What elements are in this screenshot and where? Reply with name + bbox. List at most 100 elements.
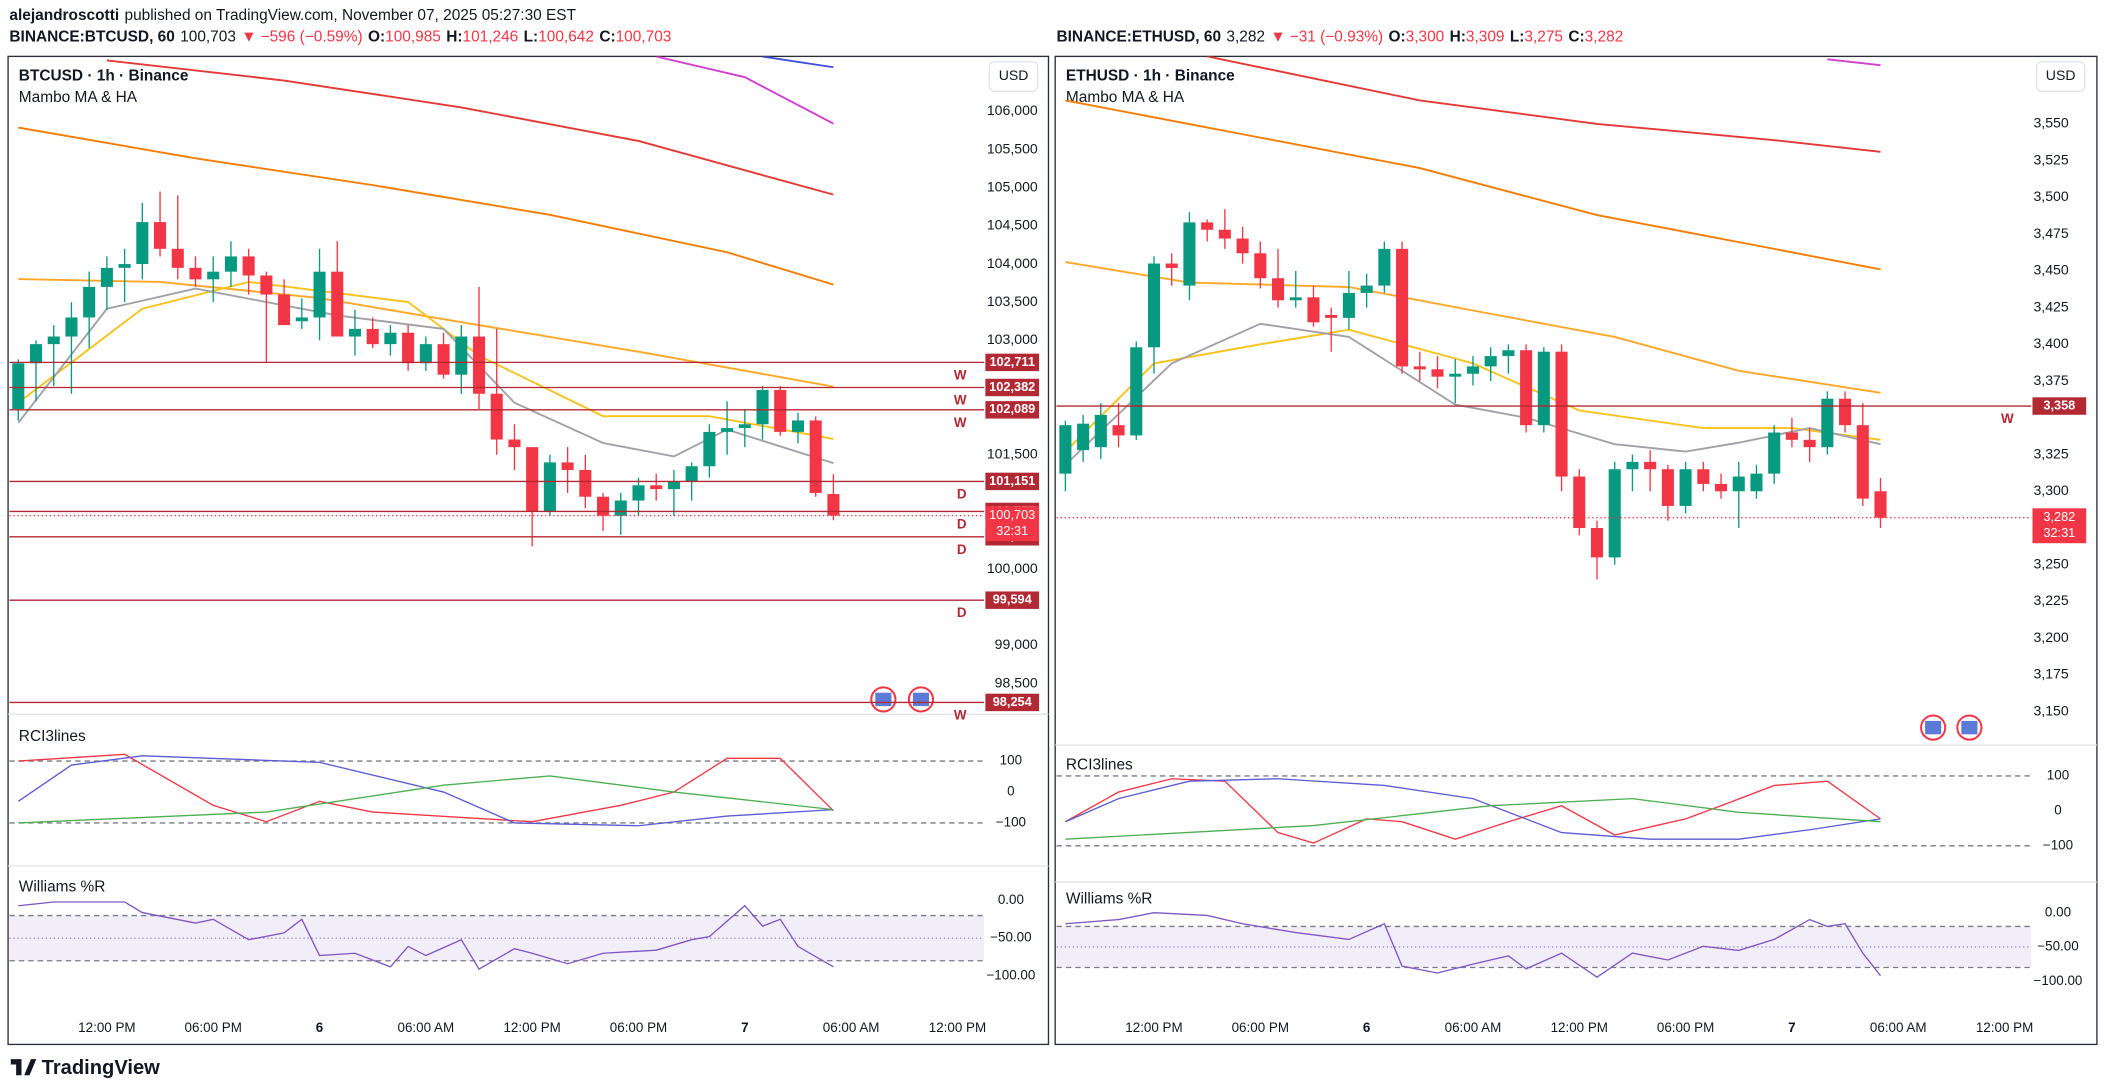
candle-body xyxy=(1165,263,1178,268)
moving-average xyxy=(106,59,834,196)
candle-body xyxy=(366,328,379,345)
candle-body xyxy=(437,344,450,375)
last-price-text: 3,282 xyxy=(1226,29,1265,46)
candle-body xyxy=(526,447,539,512)
level-label: 102,382 xyxy=(989,379,1035,394)
x-tick-label: 06:00 PM xyxy=(1657,1020,1714,1035)
candle-body xyxy=(1714,483,1728,492)
indicator-tick-label: 0 xyxy=(1007,784,1014,799)
change: −596 (−0.59%) xyxy=(261,29,363,46)
ohlc-value: 3,300 xyxy=(1406,29,1445,46)
candle-body xyxy=(703,431,716,467)
ohlc-label: O: xyxy=(1389,29,1406,46)
level-box xyxy=(985,378,1040,397)
x-tick-label: 12:00 PM xyxy=(78,1020,135,1035)
x-tick-label: 12:00 PM xyxy=(1976,1020,2033,1035)
x-tick-label: 6 xyxy=(316,1020,323,1035)
candle-body xyxy=(632,485,645,501)
candle-body xyxy=(189,267,202,280)
candle-body xyxy=(331,271,344,337)
last-price-text: 100,703 xyxy=(180,29,236,46)
moving-average xyxy=(1827,58,1881,67)
ohlc-value: 100,642 xyxy=(538,29,594,46)
candle-body xyxy=(1679,469,1692,506)
currency-button[interactable] xyxy=(988,61,1039,92)
candle-body xyxy=(455,336,468,375)
ohlc-label: H: xyxy=(446,29,462,46)
candle-body xyxy=(1147,263,1161,348)
ohlc-value: 100,985 xyxy=(385,29,441,46)
indicator-tick-label: −100 xyxy=(2043,837,2073,852)
candle-body xyxy=(1360,285,1373,293)
candle-body xyxy=(118,264,131,268)
candle-body xyxy=(100,267,113,287)
candle-body xyxy=(614,500,627,516)
candle-body xyxy=(1218,229,1231,239)
ohlc-value: 100,703 xyxy=(616,29,672,46)
level-label: 102,089 xyxy=(989,401,1035,416)
symbol: BINANCE:ETHUSD, 60 xyxy=(1057,29,1222,46)
x-tick-label: 06:00 PM xyxy=(185,1020,242,1035)
currency-button[interactable] xyxy=(2035,61,2086,92)
candle-body xyxy=(384,332,397,345)
candle-body xyxy=(1077,423,1090,451)
y-tick-label: 3,150 xyxy=(2033,702,2068,718)
candle-body xyxy=(47,336,60,345)
level-label: 101,151 xyxy=(989,473,1035,488)
level-tag: D xyxy=(957,542,967,557)
level-box xyxy=(985,693,1040,712)
candle-body xyxy=(1839,398,1852,426)
indicator-tick-label: −100.00 xyxy=(2034,973,2083,988)
candle-body xyxy=(1484,356,1497,367)
symbol-header: BINANCE:ETHUSD, 60 3,282 ▼ −31 (−0.93%) O:3,… xyxy=(1057,29,1624,46)
level-tag: W xyxy=(954,415,967,430)
indicator-tick-label: 0.00 xyxy=(2045,904,2071,919)
candle-body xyxy=(1289,297,1302,301)
y-tick-label: 104,000 xyxy=(987,255,1038,271)
x-tick-label: 06:00 AM xyxy=(1870,1020,1927,1035)
candle-body xyxy=(1874,491,1887,518)
publish-line: alejandroscotti published on TradingView.… xyxy=(9,7,576,24)
logo-mark xyxy=(10,1059,37,1076)
ohlc-value: 3,275 xyxy=(1524,29,1563,46)
indicator-line xyxy=(17,755,834,827)
y-tick-label: 3,525 xyxy=(2033,151,2068,167)
candle-body xyxy=(348,328,362,337)
moving-average xyxy=(762,56,834,69)
candle-body xyxy=(1201,222,1214,230)
ohlc-value: 3,282 xyxy=(1585,29,1624,46)
currency: USD xyxy=(999,67,1029,83)
indicator-title: Williams %R xyxy=(1066,891,1153,908)
candle-body xyxy=(1856,425,1869,499)
candle-body xyxy=(278,294,291,326)
flag-icon xyxy=(1925,720,1942,735)
candle-body xyxy=(685,466,698,482)
y-tick-label: 3,450 xyxy=(2033,262,2068,278)
candle-body xyxy=(154,222,167,249)
x-tick-label: 7 xyxy=(1788,1020,1795,1035)
level-tag: W xyxy=(954,392,967,407)
candle-body xyxy=(1307,297,1320,323)
candle-body xyxy=(1431,369,1444,377)
indicator-tick-label: 0 xyxy=(2054,802,2061,817)
level-tag: W xyxy=(954,707,967,722)
y-tick-label: 105,000 xyxy=(987,178,1038,194)
indicator-line xyxy=(1065,797,1881,840)
x-tick-label: 12:00 PM xyxy=(1551,1020,1608,1035)
candle-body xyxy=(1271,278,1285,301)
candle-body xyxy=(667,481,680,490)
candle-body xyxy=(136,222,149,265)
candle-body xyxy=(207,271,220,280)
footer-logo: TradingView xyxy=(10,1057,160,1079)
moving-average xyxy=(1206,56,1881,153)
last-price-label: 3,282 xyxy=(2043,509,2075,524)
x-tick-label: 06:00 AM xyxy=(398,1020,455,1035)
y-tick-label: 3,225 xyxy=(2033,592,2068,608)
author: alejandroscotti xyxy=(9,7,119,24)
level-tag: W xyxy=(954,367,967,382)
level-box xyxy=(2032,397,2087,415)
y-tick-label: 3,250 xyxy=(2033,555,2068,571)
y-tick-label: 100,000 xyxy=(987,560,1038,576)
level-tag: W xyxy=(2001,411,2014,426)
